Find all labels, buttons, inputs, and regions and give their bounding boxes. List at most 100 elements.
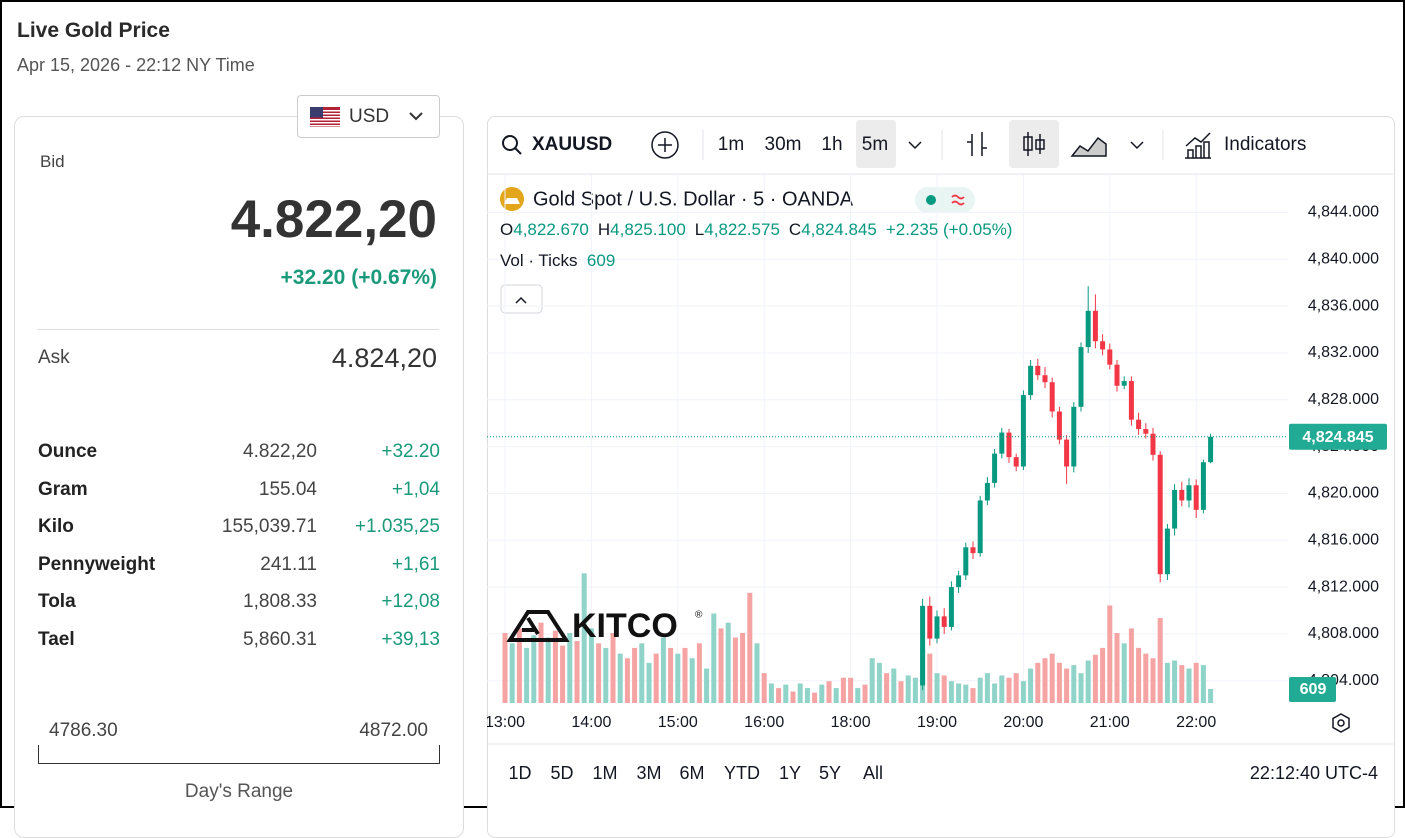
volume-bar bbox=[740, 632, 746, 703]
currency-label: USD bbox=[349, 106, 390, 127]
chart-card bbox=[487, 116, 1395, 838]
volume-bar bbox=[624, 658, 630, 703]
range-button[interactable]: 5D bbox=[550, 763, 574, 783]
interval-button[interactable]: 1h bbox=[821, 134, 843, 155]
volume-bar bbox=[524, 647, 530, 703]
candle-body bbox=[1035, 365, 1041, 376]
range-label: Day's Range bbox=[184, 781, 294, 802]
volume-bar bbox=[826, 681, 832, 703]
price-card bbox=[14, 116, 464, 838]
ohlc-key: L bbox=[694, 220, 705, 239]
volume-bar bbox=[1042, 658, 1048, 703]
volume-bar bbox=[1064, 668, 1070, 703]
status-dot bbox=[926, 195, 936, 205]
indicators-icon[interactable] bbox=[1185, 132, 1211, 159]
volume-bar bbox=[1085, 660, 1091, 703]
volume-bar bbox=[898, 681, 904, 703]
candle-body bbox=[1193, 485, 1199, 510]
volume-bar bbox=[912, 677, 918, 703]
volume-bar bbox=[999, 675, 1005, 703]
compare-button[interactable] bbox=[651, 131, 679, 159]
y-tick-label: 4,836.000 bbox=[1308, 297, 1379, 314]
volume-bar bbox=[869, 658, 875, 703]
candle-body bbox=[920, 605, 926, 686]
range-button[interactable]: 5Y bbox=[818, 763, 842, 783]
volume-bar bbox=[941, 675, 947, 703]
unit-change: +1.035,25 bbox=[354, 516, 440, 537]
candle-body bbox=[927, 605, 933, 639]
y-tick-label: 4,840.000 bbox=[1308, 251, 1379, 268]
ohlc-key: H bbox=[597, 220, 611, 239]
style-menu[interactable] bbox=[1130, 141, 1144, 150]
indicators-button[interactable]: Indicators bbox=[1224, 134, 1306, 155]
range-button[interactable]: 1D bbox=[508, 763, 532, 783]
volume-bar bbox=[1179, 665, 1185, 703]
volume-bar bbox=[704, 668, 710, 703]
unit-change: +1,61 bbox=[391, 554, 440, 575]
watermark-logo bbox=[506, 610, 570, 642]
ohlc-value: 4,822.575 bbox=[704, 220, 780, 239]
volume-bar bbox=[1092, 654, 1098, 703]
x-tick-label: 21:00 bbox=[1090, 714, 1130, 731]
range-button[interactable]: 1M bbox=[592, 763, 618, 783]
volume-bar bbox=[970, 688, 976, 703]
range-button[interactable]: 1Y bbox=[778, 763, 802, 783]
area-icon[interactable] bbox=[1070, 136, 1107, 157]
active-interval-bg bbox=[856, 120, 896, 168]
search-icon[interactable] bbox=[502, 135, 522, 155]
currency-select[interactable]: USD bbox=[297, 95, 440, 138]
interval-button[interactable]: 1m bbox=[717, 134, 745, 155]
range-bar bbox=[38, 745, 440, 764]
volume-bar bbox=[552, 630, 558, 703]
unit-name: Ounce bbox=[38, 441, 98, 462]
volume-bar bbox=[545, 637, 551, 703]
candle-body bbox=[1136, 419, 1142, 430]
candles-icon[interactable] bbox=[1023, 132, 1045, 156]
volume-bar bbox=[1121, 643, 1127, 703]
candle-body bbox=[1006, 432, 1012, 458]
interval-button[interactable]: 30m bbox=[764, 134, 802, 155]
range-button[interactable]: All bbox=[862, 763, 884, 783]
volume-bar bbox=[1013, 673, 1019, 703]
settings-icon[interactable] bbox=[1332, 713, 1350, 733]
clock: 22:12:40 UTC-4 bbox=[1249, 763, 1378, 783]
symbol[interactable]: XAUUSD bbox=[532, 134, 612, 155]
collapse-icon bbox=[515, 296, 527, 304]
volume-bar bbox=[1100, 647, 1106, 703]
candle-body bbox=[1064, 439, 1070, 467]
volume-bar bbox=[718, 628, 724, 703]
interval-menu[interactable] bbox=[908, 141, 922, 150]
x-tick-label: 19:00 bbox=[917, 714, 957, 731]
volume-bar bbox=[768, 683, 774, 703]
candle-body bbox=[1114, 364, 1120, 386]
ohlc-legend: O 4,822.670 H 4,825.100 L 4,822.575 C 4,824.845… bbox=[500, 221, 1012, 238]
volume-bar bbox=[1056, 662, 1062, 703]
candle-body bbox=[1100, 341, 1106, 350]
volume-bar bbox=[567, 632, 573, 703]
unit-price: 5,860.31 bbox=[243, 629, 317, 650]
interval-button[interactable]: 5m bbox=[861, 134, 889, 155]
candle-body bbox=[934, 616, 940, 639]
volume-bar bbox=[1172, 660, 1178, 703]
range-button[interactable]: 3M bbox=[636, 763, 662, 783]
candle-body bbox=[1020, 395, 1026, 467]
range-button[interactable]: 6M bbox=[679, 763, 705, 783]
bars-icon[interactable] bbox=[967, 132, 987, 156]
volume-bar bbox=[754, 643, 760, 703]
unit-price: 155,039.71 bbox=[221, 516, 317, 537]
chart: XAUUSD Indicators Gold Spot / U.S. Dolla… bbox=[487, 130, 1393, 745]
volume-bar bbox=[732, 637, 738, 703]
volume-bar bbox=[992, 683, 998, 703]
volume-bar bbox=[610, 632, 616, 703]
volume-bar bbox=[776, 688, 782, 703]
range-button[interactable]: YTD bbox=[724, 763, 760, 783]
volume-bar bbox=[1128, 628, 1134, 703]
divider bbox=[37, 329, 439, 330]
x-axis: 13:00 14:00 15:00 16:00 18:00 19:00 20:00 21:00… bbox=[487, 714, 1216, 731]
y-tick-label: 4,808.000 bbox=[1308, 625, 1379, 642]
status-pill bbox=[915, 187, 975, 213]
candle-body bbox=[970, 547, 976, 554]
volume-bar bbox=[819, 684, 825, 703]
bid-label: Bid bbox=[40, 152, 65, 171]
